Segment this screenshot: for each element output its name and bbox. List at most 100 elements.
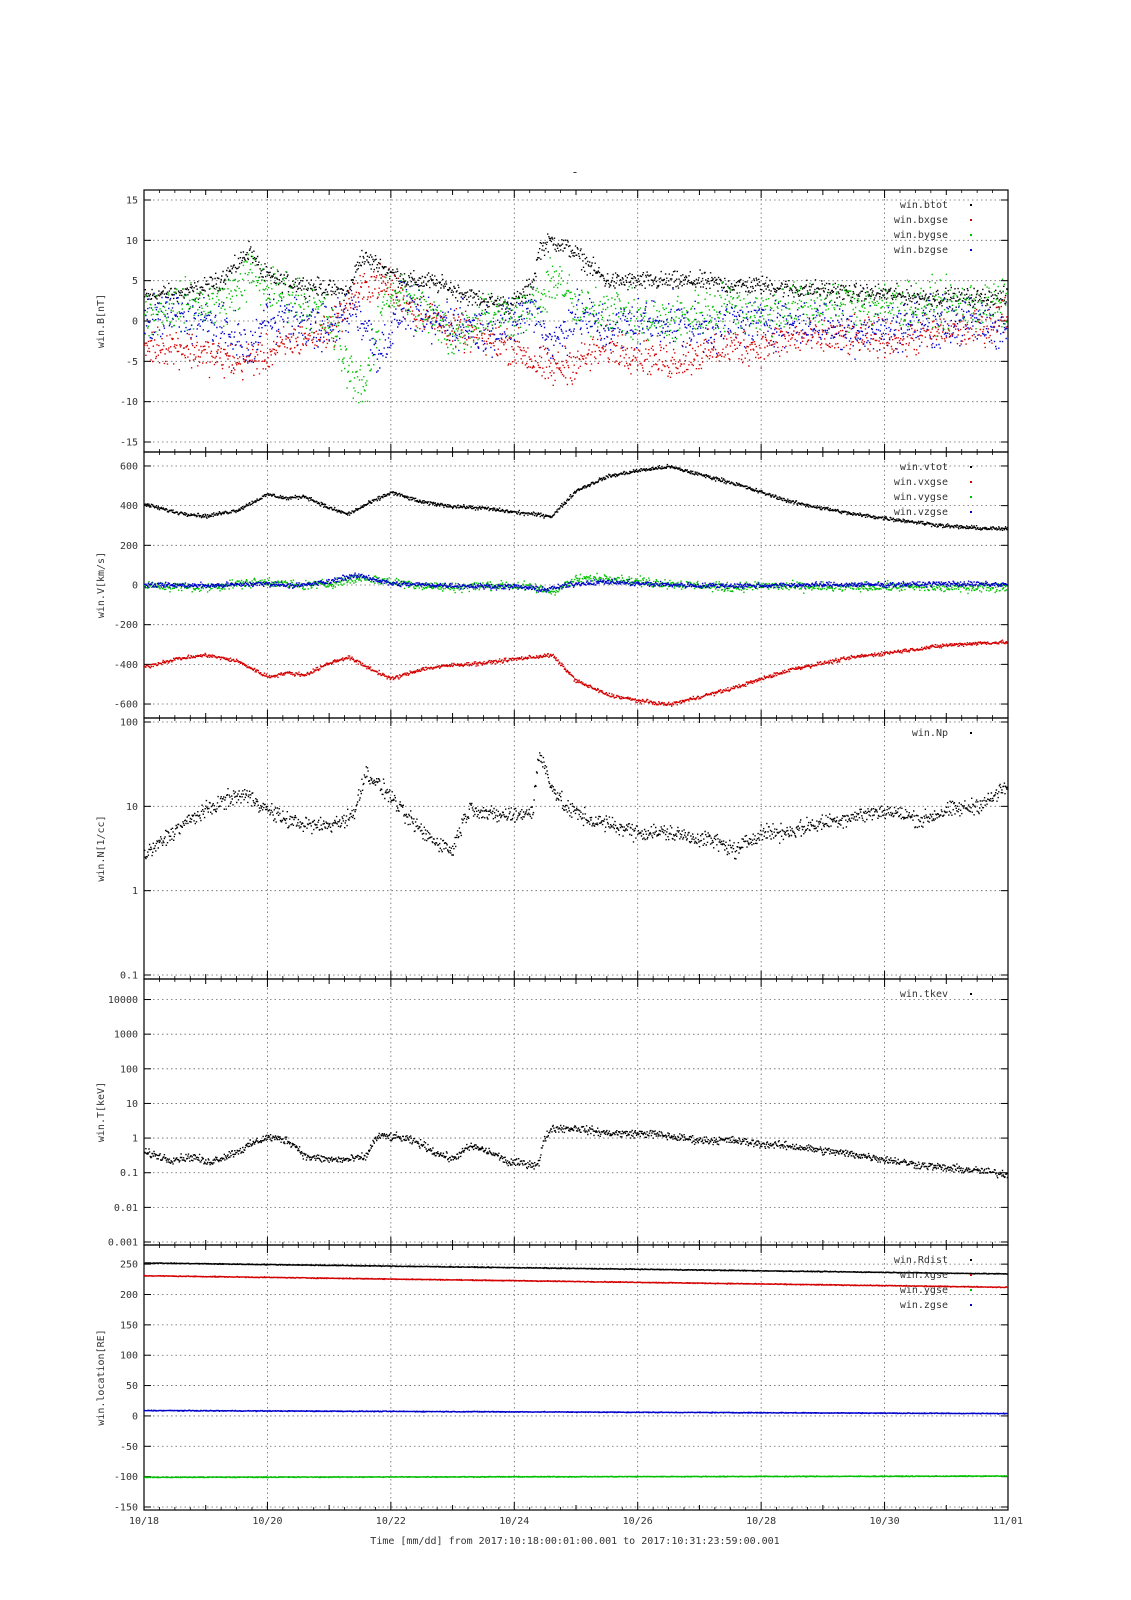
y-tick-label: 100 (120, 718, 138, 729)
legend-marker (970, 1289, 972, 1291)
series-win.Rdist (144, 1262, 1008, 1275)
legend-label: win.zgse (900, 1300, 948, 1311)
y-tick-label: 600 (120, 461, 138, 472)
panel-2: 600 400 200 0 -200 -400 -600 win.V[km/s] win.vto… (96, 451, 1009, 719)
y-tick-label: -150 (114, 1503, 138, 1514)
series-win.bygse (144, 253, 1008, 404)
y-tick-label: 200 (120, 1290, 138, 1301)
x-tick-label: 11/01 (993, 1516, 1023, 1527)
series-win.vzgse (144, 572, 1008, 593)
legend-marker (970, 1274, 972, 1276)
series-points (144, 572, 1008, 593)
y-tick-label: -15 (120, 438, 138, 449)
y-axis-label: win.N[1/cc] (96, 815, 107, 881)
legend-marker (970, 496, 972, 498)
legend-marker (970, 511, 972, 513)
x-tick-label: 10/26 (623, 1516, 653, 1527)
x-tick-label: 10/30 (870, 1516, 900, 1527)
y-tick-label: 400 (120, 501, 138, 512)
y-axis-label: win.V[km/s] (96, 552, 107, 618)
y-tick-label: -5 (126, 357, 138, 368)
panels-group: 1 5 10 50 -5 -10 -15 win.B[nT] win.btot win.bxgse… (96, 189, 1009, 1514)
legend-label: win.vtot (900, 462, 948, 473)
series-points (144, 1262, 1008, 1275)
legend-label: win.Np (912, 728, 948, 739)
legend-marker (970, 1259, 972, 1261)
x-tick-label: 10/24 (499, 1516, 529, 1527)
series-points (144, 463, 1008, 531)
y-tick-label: -10 (120, 397, 138, 408)
y-axis-label: win.location[RE] (96, 1329, 107, 1425)
x-tick-label: 10/22 (376, 1516, 406, 1527)
series-win.ygse (144, 1475, 1008, 1479)
series-points (144, 1409, 1008, 1415)
y-axis-label: win.B[nT] (96, 294, 107, 348)
x-axis-tick-labels: 10/18 10/20 10/22 10/24 10/26 10/28 10/30 11/01 (129, 1516, 1023, 1527)
y-tick-label: 0.01 (114, 1203, 138, 1214)
legend-label: win.vygse (894, 492, 948, 503)
series-win.bzgse (144, 280, 1008, 373)
legend-label: win.bygse (894, 230, 948, 241)
y-tick-label: 10 (126, 236, 138, 247)
legend-marker (970, 466, 972, 468)
legend-label: win.Rdist (894, 1255, 948, 1266)
y-tick-label: -400 (114, 660, 138, 671)
x-axis-label: Time [mm/dd] from 2017:10:18:00:01:00.00… (370, 1536, 779, 1547)
y-tick-label: 100 (120, 1351, 138, 1362)
legend-label: win.ygse (900, 1285, 948, 1296)
panel-5: 250 200 150 100 50 0 -50 -100 -150 win.location[R… (96, 1244, 1009, 1514)
x-tick-label: 10/20 (252, 1516, 282, 1527)
legend-marker (970, 234, 972, 236)
legend-marker (970, 481, 972, 483)
series-group (144, 1262, 1008, 1479)
y-axis-label: win.T[keV] (96, 1082, 107, 1142)
legend-marker (970, 204, 972, 206)
series-win.vtot (144, 463, 1008, 531)
y-tick-label: 0.1 (120, 971, 138, 982)
legend-marker (970, 732, 972, 734)
y-tick-label: -50 (120, 1442, 138, 1453)
y-tick-label: 10 (126, 1099, 138, 1110)
series-win.bxgse (144, 263, 1008, 386)
y-tick-label: 5 (132, 276, 138, 287)
series-win.zgse (144, 1409, 1008, 1415)
figure-title: - (571, 165, 578, 179)
legend-marker (970, 993, 972, 995)
legend-label: win.tkev (900, 989, 948, 1000)
series-win.vygse (144, 572, 1008, 596)
legend-label: win.bzgse (894, 245, 948, 256)
y-tick-label: 0 (132, 581, 138, 592)
y-tick-label: 100 (120, 1064, 138, 1075)
series-points (144, 263, 1008, 386)
series-points (144, 280, 1008, 373)
y-tick-label: 0.001 (108, 1238, 138, 1249)
legend-marker (970, 249, 972, 251)
y-tick-label: 50 (126, 1381, 138, 1392)
x-tick-label: 10/18 (129, 1516, 159, 1527)
y-tick-label: 1000 (114, 1030, 138, 1041)
legend-label: win.xgse (900, 1270, 948, 1281)
legend-label: win.vzgse (894, 507, 948, 518)
legend: win.Np (912, 728, 972, 739)
legend-marker (970, 219, 972, 221)
legend-label: win.bxgse (894, 215, 948, 226)
panel-1: 15 10 5 0 -5 -10 -15 win.B[nT] win.btot win.bxgse… (96, 189, 1009, 453)
y-tick-label: 0.1 (120, 1168, 138, 1179)
y-tick-label: 10000 (108, 995, 138, 1006)
y-tick-label: 250 (120, 1260, 138, 1271)
y-tick-label: 0 (132, 317, 138, 328)
series-points (144, 1475, 1008, 1479)
y-tick-label: -100 (114, 1472, 138, 1483)
legend: win.vtot win.vxgse win.vygse win.vzgse (894, 462, 972, 518)
x-tick-label: 10/28 (746, 1516, 776, 1527)
series-points (144, 1274, 1008, 1289)
series-group (144, 463, 1008, 707)
legend: win.tkev (900, 989, 972, 1000)
y-tick-label: 200 (120, 541, 138, 552)
legend-label: win.btot (900, 200, 948, 211)
y-tick-label: 1 (132, 886, 138, 897)
series-group (144, 233, 1008, 404)
y-tick-label: 10 (126, 802, 138, 813)
